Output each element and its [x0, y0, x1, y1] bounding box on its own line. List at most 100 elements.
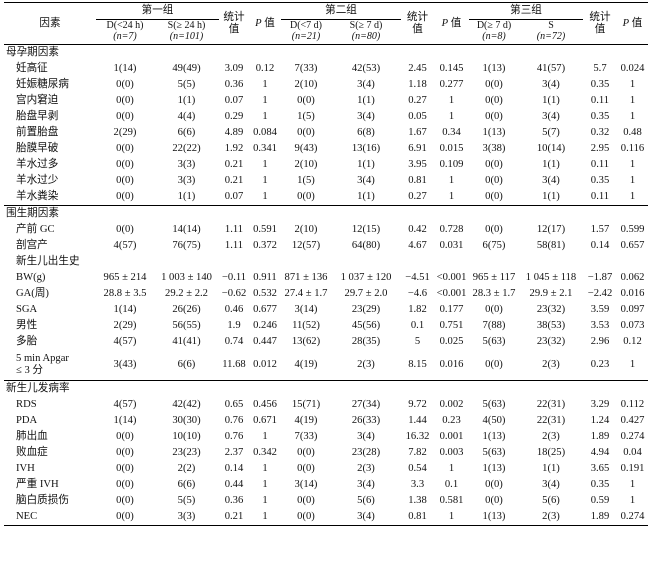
row-label: GA(周): [16, 288, 49, 299]
cell-value: 0(0): [485, 111, 503, 122]
cell-value: −4.6: [407, 288, 428, 299]
cell-value: 1(5): [297, 175, 315, 186]
cell-value: 1: [262, 191, 268, 202]
cell-value: 0(0): [116, 175, 134, 186]
cell-value: 0.76: [224, 415, 244, 426]
table-row: 胎膜早破 0(0) 22(22) 1.92 0.341 9(43) 13(16) 6.91 0.…: [4, 141, 648, 157]
cell-value: 1: [629, 111, 636, 122]
cell-value: 2(3): [542, 359, 560, 370]
cell-value: 0(0): [485, 304, 503, 315]
cell-value: 9(43): [294, 143, 318, 154]
cell-value: 1(1): [177, 191, 196, 202]
cell-value: 0(0): [485, 479, 503, 490]
cell-value: 1(13): [482, 63, 506, 74]
cell-value: 0.12: [623, 336, 642, 347]
cell-value: 1: [262, 479, 268, 490]
cell-value: 1: [262, 95, 268, 106]
group2-title: 第二组: [281, 2, 401, 20]
row-label: 前置胎盘: [16, 127, 59, 138]
cell-value: 0(0): [96, 509, 154, 526]
cell-value: 0.031: [439, 240, 464, 251]
table-row: 脑白质损伤 0(0) 5(5) 0.36 1 0(0) 5(6) 1.38 0.581 0(0) 5…: [4, 493, 648, 509]
cell-value: 1.11: [224, 240, 244, 251]
cell-value: 0.23: [590, 359, 610, 370]
row-label: 羊水过多: [16, 159, 59, 170]
cell-value: 0.016: [439, 359, 464, 370]
cell-value: 2.96: [590, 336, 610, 347]
cell-value: 2(3): [357, 463, 375, 474]
row-label: 宫内窘迫: [16, 95, 59, 106]
row-label: SGA: [16, 304, 38, 315]
cell-value: 1: [629, 159, 636, 170]
cell-value: 871 ± 136: [284, 272, 328, 283]
cell-value: 0.341: [253, 143, 277, 154]
cell-value: 0(0): [485, 95, 503, 106]
cell-value: 2(2): [177, 463, 196, 474]
cell-value: 4.94: [590, 447, 610, 458]
row-label: 剖宫产: [16, 240, 48, 251]
cell-value: 3(4): [357, 175, 375, 186]
cell-value: 58(81): [536, 240, 566, 251]
cell-value: 2.37: [224, 447, 244, 458]
group2-p-header: P 值: [434, 2, 469, 45]
row-label: 产前 GC: [16, 224, 55, 235]
row-label: IVH: [16, 463, 35, 474]
cell-value: −2.42: [587, 288, 613, 299]
cell-value: 6(75): [482, 240, 506, 251]
cell-value: 28.3 ± 1.7: [472, 288, 516, 299]
cell-value: 0.11: [590, 95, 610, 106]
cell-value: 0.116: [620, 143, 645, 154]
cell-value: 0.671: [253, 415, 277, 426]
cell-value: 0.35: [590, 479, 610, 490]
cell-value: 1.92: [224, 143, 244, 154]
cell-value: 0(0): [116, 191, 134, 202]
cell-value: 0.36: [224, 79, 244, 90]
group3-d-header: D(≥ 7 d) (n=8): [476, 20, 512, 42]
cell-value: 0.35: [590, 175, 610, 186]
row-label: 胎膜早破: [16, 143, 59, 154]
cell-value: 3(4): [542, 111, 560, 122]
cell-value: 4(50): [482, 415, 506, 426]
cell-value: 0.728: [439, 224, 464, 235]
table-row: IVH 0(0) 2(2) 0.14 1 0(0) 2(3) 0.54 1 1(13) 1(1) 3.…: [4, 461, 648, 477]
cell-value: 0.012: [253, 359, 277, 370]
cell-value: 0.54: [408, 463, 427, 474]
cell-value: 5(63): [482, 336, 506, 347]
cell-value: 3(4): [331, 509, 401, 526]
cell-value: 12(57): [291, 240, 321, 251]
cell-value: 3(14): [294, 304, 318, 315]
cell-value: 1(1): [357, 191, 375, 202]
cell-value: 0.81: [408, 175, 427, 186]
table-row: 妊娠糖尿病 0(0) 5(5) 0.36 1 2(10) 3(4) 1.18 0.277 0(0)…: [4, 77, 648, 93]
cell-value: 22(22): [172, 143, 201, 154]
cell-value: 1(1): [177, 95, 196, 106]
cell-value: 0.657: [620, 240, 645, 251]
cell-value: 1.82: [408, 304, 427, 315]
cell-value: 7(88): [482, 320, 506, 331]
group1-p-header: P 值: [249, 2, 281, 45]
table-row: RDS 4(57) 42(42) 0.65 0.456 15(71) 27(34) 9.72 0…: [4, 397, 648, 413]
group1-stat-header: 统计值: [219, 2, 249, 45]
cell-value: 1.67: [408, 127, 427, 138]
cell-value: 0(0): [485, 159, 503, 170]
cell-value: 1: [434, 509, 469, 526]
cell-value: 0.46: [224, 304, 244, 315]
cell-value: 4(4): [177, 111, 196, 122]
group1-d-header: D(<24 h) (n=7): [106, 20, 144, 42]
cell-value: 1: [262, 79, 268, 90]
cell-value: 0.003: [439, 447, 464, 458]
cell-value: 1(1): [357, 159, 375, 170]
cell-value: 6(6): [177, 479, 196, 490]
cell-value: 76(75): [172, 240, 201, 251]
cell-value: 0.177: [439, 304, 464, 315]
table-body: 母孕期因素 妊高征 1(14) 49(49) 3.09 0.12 7(33) 42(53) 2.…: [4, 45, 648, 526]
cell-value: 1.44: [408, 415, 427, 426]
cell-value: 1(13): [482, 127, 506, 138]
table-row: 羊水过多 0(0) 3(3) 0.21 1 2(10) 1(1) 3.95 0.109 0(0) 1…: [4, 157, 648, 173]
cell-value: 1: [262, 463, 268, 474]
cell-value: 4(57): [113, 399, 137, 410]
cell-value: 1: [629, 95, 636, 106]
cell-value: 0.372: [253, 240, 277, 251]
cell-value: 1: [262, 175, 268, 186]
cell-value: 1(13): [482, 431, 506, 442]
